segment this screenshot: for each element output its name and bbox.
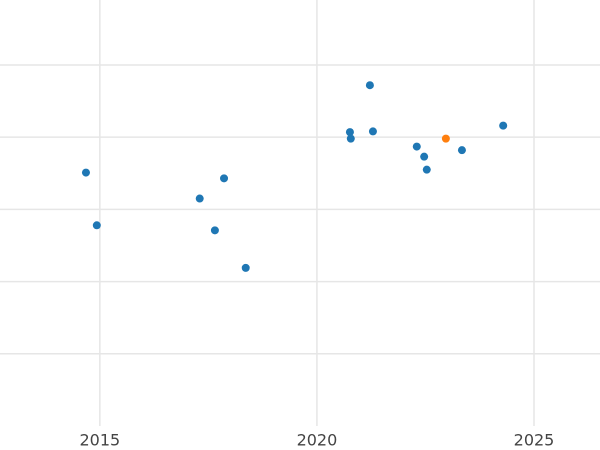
point [422, 165, 431, 174]
point [420, 152, 429, 161]
point [368, 127, 377, 136]
x-tick-label: 2025 [514, 431, 555, 450]
x-tick-label: 2020 [297, 431, 338, 450]
point [220, 174, 229, 183]
point [81, 168, 90, 177]
point [345, 128, 354, 137]
point [365, 81, 374, 90]
point [499, 121, 508, 130]
point [346, 134, 355, 143]
point [195, 194, 204, 203]
point [441, 134, 450, 143]
point [92, 221, 101, 230]
point [241, 263, 250, 272]
point [210, 226, 219, 235]
x-tick-label: 2015 [79, 431, 120, 450]
point [412, 142, 421, 151]
point [457, 146, 466, 155]
